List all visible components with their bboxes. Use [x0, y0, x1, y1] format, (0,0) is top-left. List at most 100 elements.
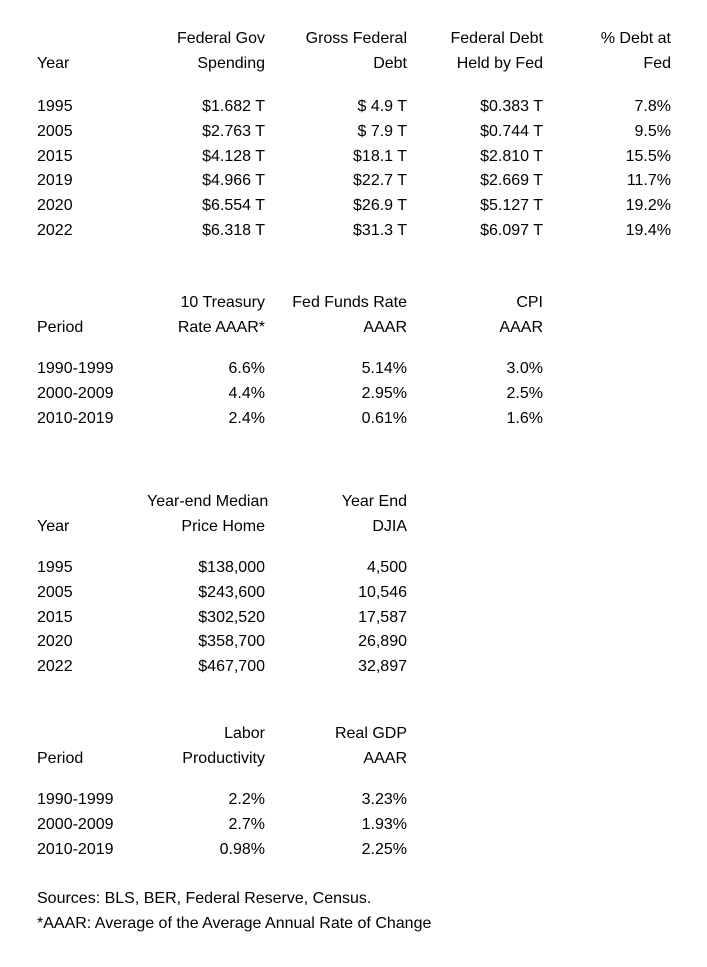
header-cell: Labor: [224, 725, 265, 742]
table-cell: $6.318 T: [202, 221, 265, 239]
federal-debt-table: Federal Gov Gross Federal Federal Debt % De…: [37, 27, 671, 244]
table-cell: 2020: [37, 633, 73, 651]
home-price-djia-table: Year-end Median Year End Year Price Home DJI…: [37, 490, 407, 680]
table-cell: 5.14%: [361, 360, 407, 378]
table-cell: 10,546: [358, 584, 407, 602]
table-cell: 15.5%: [625, 147, 671, 165]
table-cell: 2005: [37, 123, 73, 141]
table-cell: $2.669 T: [480, 172, 543, 190]
table-cell: $31.3 T: [353, 221, 407, 239]
header-cell: Gross Federal: [305, 30, 407, 47]
table-cell: 2022: [37, 221, 73, 239]
table-cell: $1.682 T: [202, 98, 265, 116]
header-cell: DJIA: [372, 517, 407, 535]
header-cell: Year: [37, 517, 70, 535]
header-cell: Year-end Median: [147, 493, 269, 510]
header-cell: [37, 291, 147, 316]
table-cell: 3.0%: [506, 360, 543, 378]
header-cell: Year End: [341, 493, 407, 510]
table-cell: 1.93%: [361, 816, 407, 834]
footnotes: Sources: BLS, BER, Federal Reserve, Cens…: [37, 887, 431, 936]
table-cell: 1995: [37, 98, 73, 116]
table-cell: $358,700: [198, 633, 265, 651]
header-cell: AAAR: [363, 749, 407, 767]
table-cell: $0.744 T: [480, 123, 543, 141]
table-cell: $467,700: [198, 658, 265, 676]
table-cell: 26,890: [358, 633, 407, 651]
table-cell: 19.4%: [625, 221, 671, 239]
header-cell: Rate AAAR*: [177, 318, 265, 336]
header-cell: AAAR: [363, 318, 407, 336]
table-cell: $ 7.9 T: [357, 123, 407, 141]
table-cell: 7.8%: [634, 98, 671, 116]
table-cell: 4.4%: [228, 385, 265, 403]
table-cell: $2.810 T: [480, 147, 543, 165]
table-cell: 1990-1999: [37, 360, 114, 378]
table-cell: 1.6%: [506, 409, 543, 427]
header-cell: [37, 27, 147, 52]
table-cell: $22.7 T: [353, 172, 407, 190]
table-cell: 17,587: [358, 608, 407, 626]
table-cell: 32,897: [358, 658, 407, 676]
header-cell: Year: [37, 54, 70, 72]
table-cell: 2010-2019: [37, 840, 114, 858]
table-cell: $6.097 T: [480, 221, 543, 239]
table-cell: 2000-2009: [37, 816, 114, 834]
table-cell: $2.763 T: [202, 123, 265, 141]
header-cell: Real GDP: [334, 725, 407, 742]
header-cell: Spending: [197, 54, 265, 72]
header-cell: Debt: [373, 54, 407, 72]
table-cell: 0.98%: [219, 840, 265, 858]
header-cell: Federal Debt: [450, 30, 544, 47]
spacer-row: [37, 771, 407, 788]
table-cell: 2.95%: [361, 385, 407, 403]
table-cell: 0.61%: [361, 409, 407, 427]
spacer-row: [37, 539, 407, 556]
table-cell: 2.7%: [228, 816, 265, 834]
table-cell: 2.4%: [228, 409, 265, 427]
table-cell: 2020: [37, 197, 73, 215]
sources-line: Sources: BLS, BER, Federal Reserve, Cens…: [37, 890, 372, 907]
header-cell: Period: [37, 749, 84, 767]
header-cell: % Debt at: [600, 30, 671, 47]
spacer-row: [37, 76, 671, 95]
table-cell: 1990-1999: [37, 791, 114, 809]
table-cell: $138,000: [198, 559, 265, 577]
header-cell: Period: [37, 318, 84, 336]
table-cell: 2010-2019: [37, 409, 114, 427]
table-cell: 2015: [37, 608, 73, 626]
table-cell: 2.2%: [228, 791, 265, 809]
header-cell: CPI: [516, 294, 543, 311]
header-cell: Held by Fed: [456, 54, 543, 72]
table-cell: $5.127 T: [480, 197, 543, 215]
header-cell: Federal Gov: [176, 30, 265, 47]
table-cell: 2.25%: [361, 840, 407, 858]
table-cell: 2.5%: [506, 385, 543, 403]
table-cell: $18.1 T: [353, 147, 407, 165]
productivity-gdp-table: Labor Real GDP Period Productivity AAAR 1990-…: [37, 722, 407, 862]
table-cell: 2005: [37, 584, 73, 602]
table-cell: $4.128 T: [202, 147, 265, 165]
spacer-row: [37, 340, 543, 357]
table-cell: 1995: [37, 559, 73, 577]
table-cell: 11.7%: [626, 172, 671, 190]
table-cell: 2019: [37, 172, 73, 190]
table-cell: 2022: [37, 658, 73, 676]
header-cell: Fed Funds Rate: [292, 294, 407, 311]
header-cell: 10 Treasury: [180, 294, 265, 311]
table-cell: $4.966 T: [202, 172, 265, 190]
table-cell: 2015: [37, 147, 73, 165]
table-cell: 6.6%: [228, 360, 265, 378]
table-cell: 19.2%: [625, 197, 671, 215]
aaar-definition-line: *AAAR: Average of the Average Annual Rat…: [37, 914, 432, 932]
table-cell: $6.554 T: [202, 197, 265, 215]
table-cell: $0.383 T: [480, 98, 543, 116]
table-cell: 9.5%: [634, 123, 671, 141]
table-cell: $243,600: [198, 584, 265, 602]
header-cell: Fed: [643, 54, 671, 72]
table-cell: $ 4.9 T: [357, 98, 407, 116]
table-cell: 4,500: [366, 559, 407, 577]
table-cell: 2000-2009: [37, 385, 114, 403]
header-cell: [37, 722, 147, 747]
header-cell: [37, 490, 147, 515]
